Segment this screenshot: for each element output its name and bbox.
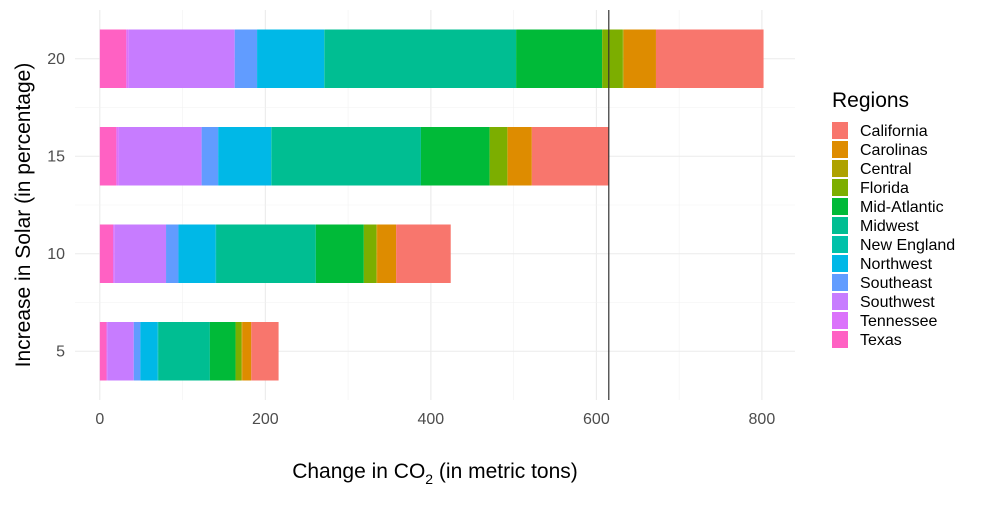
- bar-segment-southeast: [201, 127, 219, 186]
- bar-segment-southwest: [118, 127, 202, 186]
- bar-segment-southwest: [128, 29, 235, 88]
- bar-segment-southwest: [114, 224, 167, 283]
- x-axis-title: Change in CO2 (in metric tons): [292, 460, 578, 487]
- legend-swatch: [832, 236, 848, 253]
- bar-segment-central: [622, 29, 624, 88]
- bar-segment-florida: [235, 322, 242, 381]
- bar-segment-northwest: [140, 322, 158, 381]
- legend-swatch: [832, 122, 848, 139]
- bar-segment-florida: [489, 127, 507, 186]
- bar-segment-northwest: [257, 29, 325, 88]
- x-tick-label: 200: [252, 411, 279, 428]
- bar-segment-carolinas: [377, 224, 397, 283]
- y-tick-label: 5: [56, 343, 65, 360]
- bar-segment-tennessee: [116, 127, 119, 186]
- bar-segment-midwest: [271, 127, 421, 186]
- bar-segment-tennessee: [126, 29, 129, 88]
- legend-label: Tennessee: [860, 313, 937, 330]
- legend-label: New England: [860, 237, 955, 254]
- bar-segment-carolinas: [507, 127, 532, 186]
- bar-segment-mid-atlantic: [315, 224, 364, 283]
- bar-segment-northwest: [218, 127, 272, 186]
- bar-segment-texas: [99, 29, 127, 88]
- bar-segment-mid-atlantic: [420, 127, 490, 186]
- bar-segment-new-england: [157, 322, 159, 381]
- legend-label: Southwest: [860, 294, 935, 311]
- y-axis-title: Increase in Solar (in percentage): [12, 63, 35, 368]
- y-tick-label: 20: [47, 51, 65, 68]
- x-tick-label: 600: [583, 411, 610, 428]
- legend-swatch: [832, 255, 848, 272]
- bar-segment-california: [396, 224, 451, 283]
- legend-swatch: [832, 160, 848, 177]
- bar-segment-midwest: [324, 29, 517, 88]
- bar-segment-california: [251, 322, 279, 381]
- bar-segment-midwest: [216, 224, 316, 283]
- bar-segment-texas: [99, 224, 114, 283]
- legend-label: Mid-Atlantic: [860, 199, 944, 216]
- x-tick-label: 0: [95, 411, 104, 428]
- bar-segment-northwest: [178, 224, 216, 283]
- bar-segment-california: [655, 29, 764, 88]
- bar-segment-midwest: [158, 322, 210, 381]
- bar-segment-florida: [602, 29, 623, 88]
- legend-label: Midwest: [860, 218, 919, 235]
- bar-segment-southeast: [166, 224, 179, 283]
- legend-label: Texas: [860, 332, 902, 349]
- bar-segment-mid-atlantic: [209, 322, 236, 381]
- legend: Regions California Carolinas Central Florid…: [832, 89, 955, 349]
- legend-swatch: [832, 274, 848, 291]
- bar-segment-texas: [99, 322, 107, 381]
- bar-segment-southwest: [107, 322, 134, 381]
- legend-label: Southeast: [860, 275, 933, 292]
- y-tick-label: 15: [47, 148, 65, 165]
- bar-segment-mid-atlantic: [516, 29, 603, 88]
- bar-segment-carolinas: [242, 322, 252, 381]
- bar-segment-central: [376, 224, 378, 283]
- bar-segment-texas: [99, 127, 117, 186]
- bar-segment-southeast: [133, 322, 141, 381]
- bar-segment-new-england: [324, 29, 325, 88]
- legend-label: Central: [860, 161, 912, 178]
- axes: 0 200 400 600 800 5 10 15 20: [47, 51, 775, 428]
- bar-segment-florida: [363, 224, 377, 283]
- bar-segment-california: [531, 127, 609, 186]
- bar-segment-tennessee: [113, 224, 115, 283]
- legend-swatch: [832, 293, 848, 310]
- bar-segment-southeast: [234, 29, 258, 88]
- legend-swatch: [832, 312, 848, 329]
- legend-label: Northwest: [860, 256, 933, 273]
- x-tick-label: 800: [749, 411, 776, 428]
- legend-swatch: [832, 198, 848, 215]
- bar-segment-new-england: [215, 224, 217, 283]
- bar-segment-new-england: [271, 127, 272, 186]
- legend-swatch: [832, 217, 848, 234]
- legend-label: Carolinas: [860, 142, 928, 159]
- bar-segment-tennessee: [106, 322, 108, 381]
- x-tick-label: 400: [418, 411, 445, 428]
- legend-swatch: [832, 179, 848, 196]
- legend-swatch: [832, 141, 848, 158]
- legend-label: California: [860, 123, 928, 140]
- y-tick-label: 10: [47, 246, 65, 263]
- legend-label: Florida: [860, 180, 909, 197]
- bar-segment-central: [241, 322, 243, 381]
- bar-segment-central: [507, 127, 508, 186]
- legend-title: Regions: [832, 89, 909, 112]
- legend-swatch: [832, 331, 848, 348]
- bars: [99, 29, 764, 381]
- bar-segment-carolinas: [623, 29, 656, 88]
